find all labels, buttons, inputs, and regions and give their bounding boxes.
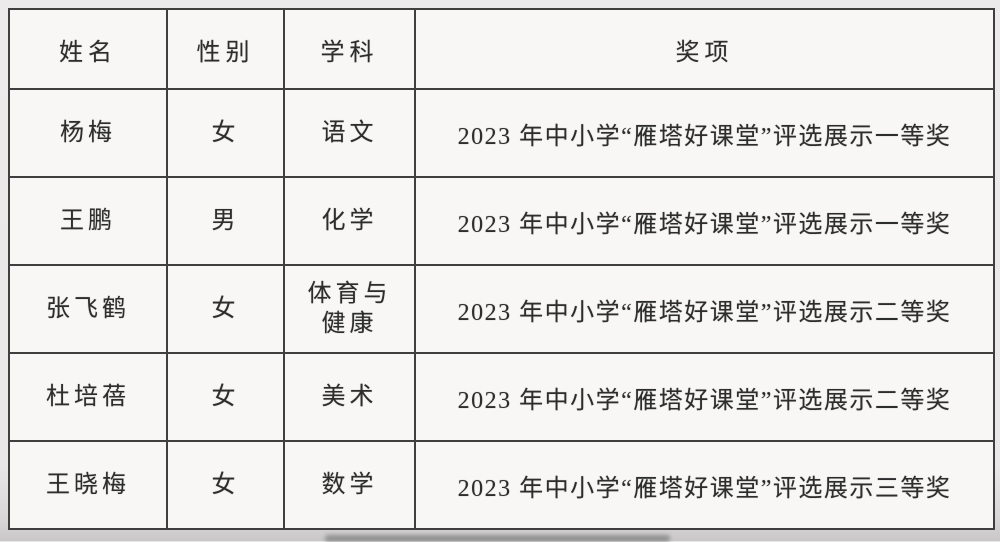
column-header-subject: 学科 <box>283 8 416 90</box>
table-row: 王晓梅 女 数学 2023 年中小学“雁塔好课堂”评选展示三等奖 <box>8 440 995 530</box>
cell-award: 2023 年中小学“雁塔好课堂”评选展示三等奖 <box>414 440 995 530</box>
awards-table: 姓名 性别 学科 奖项 杨梅 女 语文 2023 年中小学“雁塔好课堂”评选展示… <box>8 8 995 530</box>
cell-gender: 女 <box>166 352 285 442</box>
table-header: 姓名 性别 学科 奖项 <box>8 8 995 90</box>
cell-name: 王鹏 <box>8 176 168 266</box>
table-body: 杨梅 女 语文 2023 年中小学“雁塔好课堂”评选展示一等奖 王鹏 男 化学 … <box>8 88 995 530</box>
cell-subject: 数学 <box>283 440 416 530</box>
cell-gender: 女 <box>166 88 285 178</box>
column-header-name: 姓名 <box>8 8 168 90</box>
table-row: 杨梅 女 语文 2023 年中小学“雁塔好课堂”评选展示一等奖 <box>8 88 995 178</box>
cell-gender: 女 <box>166 440 285 530</box>
table-row: 王鹏 男 化学 2023 年中小学“雁塔好课堂”评选展示一等奖 <box>8 176 995 266</box>
cutoff-text-smudge <box>325 535 670 542</box>
cell-subject: 体育与 健康 <box>283 264 416 354</box>
column-header-gender: 性别 <box>166 8 285 90</box>
cell-subject: 美术 <box>283 352 416 442</box>
cell-gender: 女 <box>166 264 285 354</box>
cell-award: 2023 年中小学“雁塔好课堂”评选展示一等奖 <box>414 176 995 266</box>
cell-award: 2023 年中小学“雁塔好课堂”评选展示二等奖 <box>414 264 995 354</box>
cell-award: 2023 年中小学“雁塔好课堂”评选展示二等奖 <box>414 352 995 442</box>
cell-name: 王晓梅 <box>8 440 168 530</box>
cell-award: 2023 年中小学“雁塔好课堂”评选展示一等奖 <box>414 88 995 178</box>
cell-subject: 语文 <box>283 88 416 178</box>
cell-name: 张飞鹤 <box>8 264 168 354</box>
column-header-award: 奖项 <box>414 8 995 90</box>
cell-name: 杜培蓓 <box>8 352 168 442</box>
cell-subject: 化学 <box>283 176 416 266</box>
header-row: 姓名 性别 学科 奖项 <box>8 8 995 90</box>
table-row: 张飞鹤 女 体育与 健康 2023 年中小学“雁塔好课堂”评选展示二等奖 <box>8 264 995 354</box>
table-row: 杜培蓓 女 美术 2023 年中小学“雁塔好课堂”评选展示二等奖 <box>8 352 995 442</box>
cell-gender: 男 <box>166 176 285 266</box>
cell-name: 杨梅 <box>8 88 168 178</box>
